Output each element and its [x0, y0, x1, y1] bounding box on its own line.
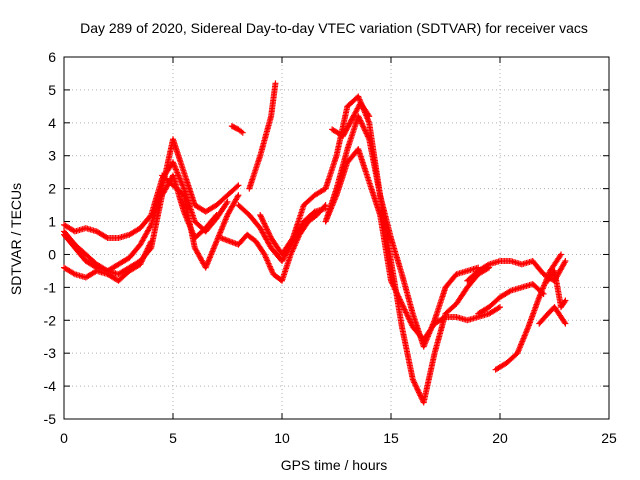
chart-title: Day 289 of 2020, Sidereal Day-to-day VTE…: [80, 20, 588, 36]
y-tick-label: -1: [44, 279, 57, 295]
y-axis-label: SDTVAR / TECUs: [8, 183, 24, 295]
series-trace-17: [536, 304, 569, 327]
x-tick-label: 0: [60, 430, 68, 446]
y-tick-label: 3: [48, 148, 56, 164]
axis-ticks: 0 5 10 15 20 25 -5 -4 -3 -2 -1 0 1 2 3 4 5 6: [44, 49, 617, 446]
y-tick-label: -5: [44, 411, 57, 427]
y-tick-label: -2: [44, 312, 57, 328]
y-tick-label: -4: [44, 378, 57, 394]
x-axis-label: GPS time / hours: [281, 457, 388, 473]
x-tick-label: 5: [169, 430, 177, 446]
y-tick-label: 6: [48, 49, 56, 65]
x-tick-label: 20: [492, 430, 508, 446]
x-tick-label: 15: [383, 430, 399, 446]
marker-path: [228, 123, 246, 136]
series-trace-5: [159, 172, 242, 271]
marker-path: [246, 80, 279, 192]
x-tick-label: 25: [601, 430, 617, 446]
y-tick-label: -3: [44, 345, 57, 361]
series-trace-18: [544, 267, 569, 311]
series-trace-13: [329, 100, 373, 139]
y-tick-label: 5: [48, 82, 56, 98]
series-trace-4: [61, 238, 155, 284]
y-tick-label: 1: [48, 214, 56, 230]
x-tick-label: 10: [274, 430, 290, 446]
y-tick-label: 0: [48, 246, 56, 262]
series-trace-9: [228, 123, 246, 136]
data-marks: [61, 80, 569, 406]
series-trace-12: [322, 146, 503, 344]
series-trace-15: [475, 281, 547, 317]
y-tick-label: 4: [48, 115, 56, 131]
y-tick-label: 2: [48, 181, 56, 197]
series-trace-8: [246, 80, 279, 192]
